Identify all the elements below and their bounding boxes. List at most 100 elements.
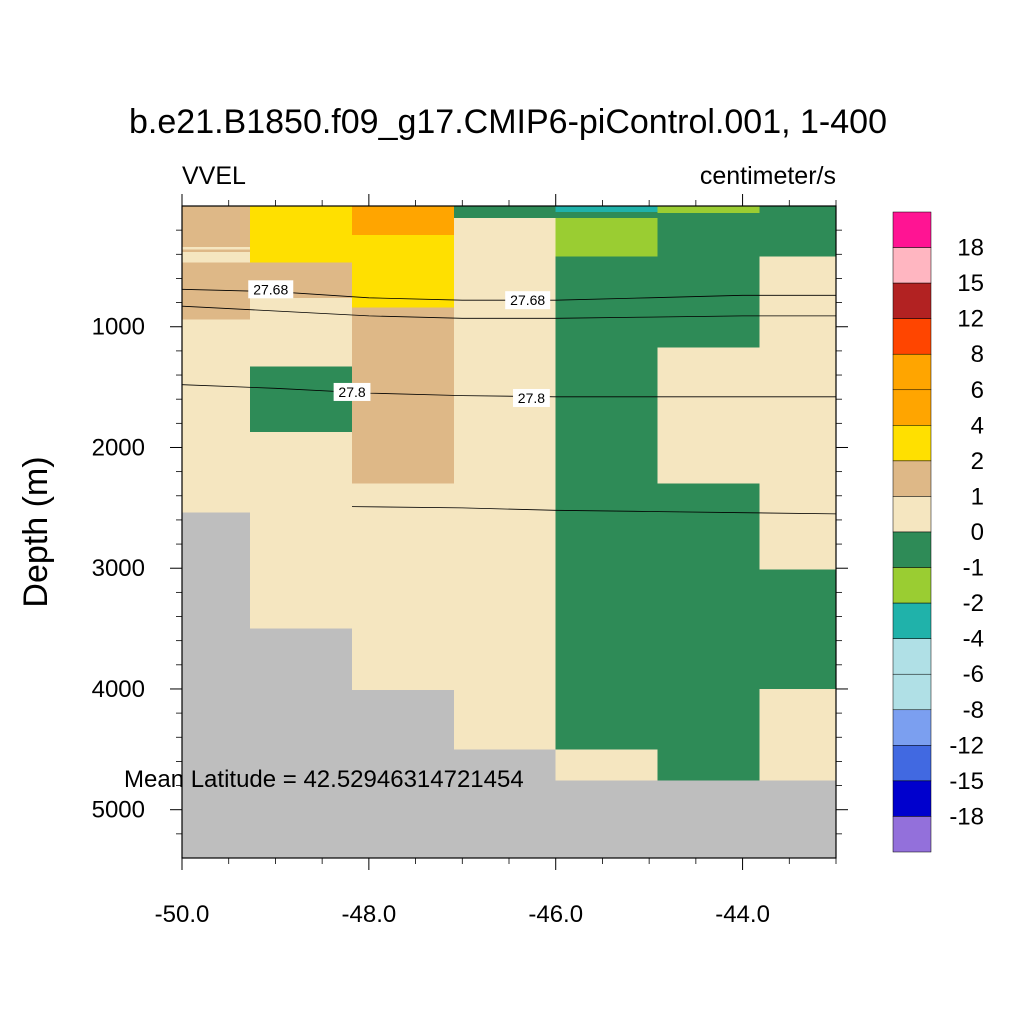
velocity-cell bbox=[555, 749, 658, 781]
contour-labels: 27.68 27.68 27.8 27.8 bbox=[248, 280, 551, 407]
velocity-cell bbox=[182, 210, 251, 248]
colorbar-labels: 18 15 12 8 6 4 2 1 0 -1 -2 -4 -6 -8 -12 -15 -18 bbox=[949, 235, 984, 831]
colorbar-box bbox=[892, 531, 932, 568]
contour-label-text: 27.68 bbox=[510, 292, 545, 308]
colorbar-label: 18 bbox=[957, 235, 984, 262]
colorbar-label: 4 bbox=[971, 412, 984, 439]
colorbar-box bbox=[892, 602, 932, 639]
colorbar-box bbox=[892, 709, 932, 746]
velocity-cell bbox=[182, 249, 251, 252]
velocity-cell bbox=[182, 247, 251, 250]
land-cell bbox=[453, 749, 556, 858]
colorbar-label: -4 bbox=[963, 626, 984, 653]
colorbar-label: 0 bbox=[971, 519, 984, 546]
y-tick-label: 5000 bbox=[92, 797, 145, 824]
colorbar-box bbox=[892, 318, 932, 355]
variable-label: VVEL bbox=[182, 162, 246, 190]
colorbar-box bbox=[892, 353, 932, 391]
contour-label-background bbox=[505, 291, 551, 310]
velocity-cell bbox=[352, 234, 454, 308]
velocity-cell bbox=[759, 569, 836, 689]
land-cell bbox=[182, 512, 251, 858]
colorbar-box bbox=[892, 247, 932, 284]
y-tick-label: 2000 bbox=[92, 434, 145, 461]
velocity-cell bbox=[250, 206, 353, 263]
colorbar-box bbox=[892, 745, 932, 782]
axis-ticks bbox=[170, 194, 848, 870]
colorbar-box bbox=[892, 780, 932, 817]
velocity-cell bbox=[657, 347, 760, 484]
colorbar-box bbox=[892, 567, 932, 604]
velocity-cell bbox=[453, 206, 556, 219]
y-axis-title: Depth (m) bbox=[17, 456, 55, 607]
colorbar-label: 8 bbox=[971, 341, 984, 368]
x-tick-label: -48.0 bbox=[342, 901, 397, 928]
land-cell bbox=[250, 628, 353, 858]
contour-line bbox=[181, 384, 836, 398]
contour-label: 27.8 bbox=[513, 388, 550, 407]
velocity-cell bbox=[182, 251, 251, 263]
velocity-cell bbox=[759, 688, 836, 781]
chart-title: b.e21.B1850.f09_g17.CMIP6-piControl.001,… bbox=[129, 103, 887, 141]
x-tick-label: -50.0 bbox=[155, 901, 210, 928]
x-tick-label: -46.0 bbox=[528, 901, 583, 928]
velocity-cell bbox=[250, 431, 353, 629]
mean-latitude-annotation: Mean Latitude = 42.52946314721454 bbox=[124, 766, 524, 793]
velocity-cell bbox=[555, 212, 658, 219]
velocity-cell bbox=[657, 213, 760, 348]
contour-line bbox=[181, 305, 836, 319]
velocity-cell bbox=[657, 206, 760, 214]
velocity-cell bbox=[182, 319, 251, 513]
contour-label-background bbox=[333, 382, 371, 401]
y-tick-labels: 1000 2000 3000 4000 5000 bbox=[92, 314, 145, 824]
colorbar-label: 15 bbox=[957, 270, 984, 297]
x-tick-labels: -50.0 -48.0 -46.0 -44.0 bbox=[155, 901, 770, 928]
colorbar-label: -1 bbox=[963, 555, 984, 582]
contour-label-background bbox=[513, 388, 550, 407]
contour-label-background bbox=[248, 280, 294, 299]
colorbar-box bbox=[892, 389, 932, 426]
velocity-cell bbox=[250, 297, 353, 367]
colorbar-box bbox=[892, 425, 932, 462]
colorbar-label: 6 bbox=[971, 377, 984, 404]
velocity-cell bbox=[352, 483, 454, 691]
colorbar-box bbox=[892, 211, 932, 248]
colorbar-label: -6 bbox=[963, 661, 984, 688]
colorbar-box bbox=[892, 460, 932, 497]
velocity-cell bbox=[352, 206, 454, 211]
colorbar-label: 1 bbox=[971, 483, 984, 510]
colorbar bbox=[892, 211, 932, 853]
colorbar-label: 12 bbox=[957, 306, 984, 333]
colorbar-box bbox=[892, 496, 932, 533]
colorbar-label: -15 bbox=[949, 768, 984, 795]
colorbar-label: -12 bbox=[949, 732, 984, 759]
units-label: centimeter/s bbox=[700, 162, 836, 190]
velocity-cell bbox=[555, 256, 658, 750]
x-tick-label: -44.0 bbox=[715, 901, 770, 928]
velocity-cell bbox=[555, 218, 658, 257]
colorbar-box bbox=[892, 673, 932, 711]
land-cell bbox=[657, 780, 760, 858]
contour-label: 27.8 bbox=[333, 382, 371, 401]
land-cell bbox=[555, 780, 658, 858]
colorbar-box bbox=[892, 638, 932, 675]
velocity-cell bbox=[555, 206, 658, 213]
contour-line bbox=[351, 506, 837, 515]
contour-label-text: 27.8 bbox=[518, 390, 545, 406]
colorbar-label: 2 bbox=[971, 448, 984, 475]
contour-label: 27.68 bbox=[505, 291, 551, 310]
velocity-cell bbox=[182, 206, 251, 211]
colorbar-label: -2 bbox=[963, 590, 984, 617]
colorbar-label: -18 bbox=[949, 803, 984, 830]
y-tick-label: 4000 bbox=[92, 676, 145, 703]
velocity-cell bbox=[352, 210, 454, 235]
colorbar-label: -8 bbox=[963, 697, 984, 724]
contour-label-text: 27.8 bbox=[338, 384, 365, 400]
land-cell bbox=[759, 780, 836, 858]
y-tick-label: 3000 bbox=[92, 555, 145, 582]
y-tick-label: 1000 bbox=[92, 314, 145, 341]
velocity-cell bbox=[759, 206, 836, 257]
contour-label: 27.68 bbox=[248, 280, 294, 299]
velocity-cell bbox=[759, 256, 836, 570]
colorbar-box bbox=[892, 816, 932, 853]
